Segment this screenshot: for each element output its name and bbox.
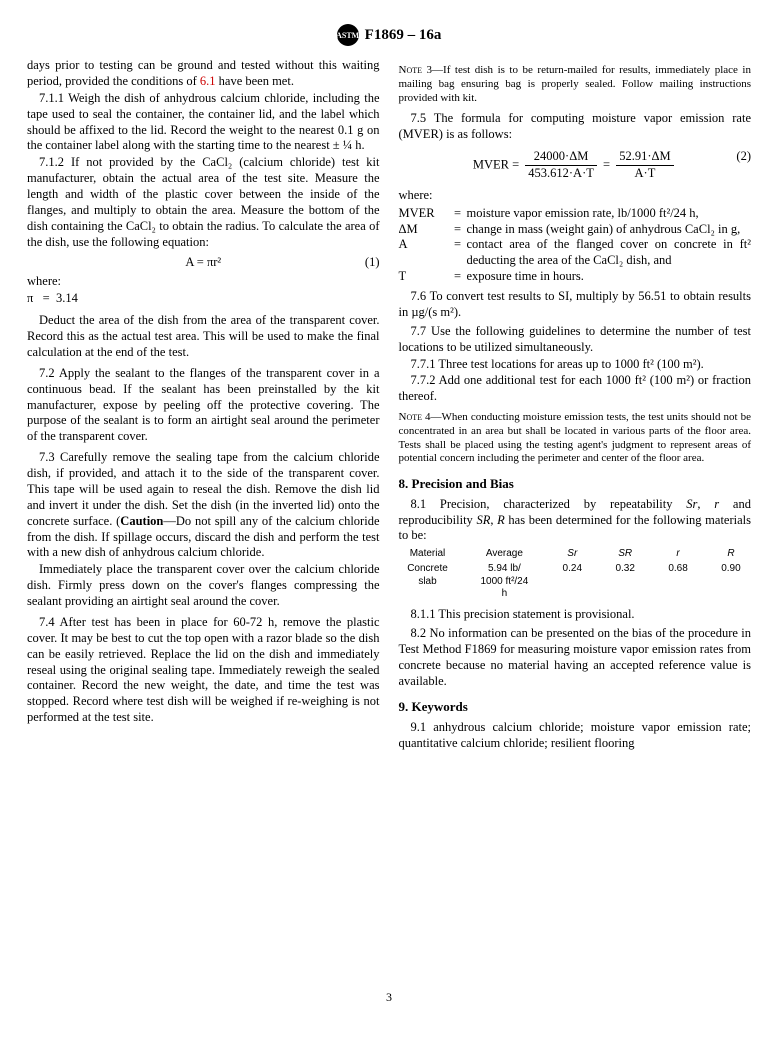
astm-logo: ASTM xyxy=(337,24,359,46)
para-deduct: Deduct the area of the dish from the are… xyxy=(27,313,380,361)
para-7-4: 7.4 After test has been in place for 60-… xyxy=(27,615,380,726)
para-9-1: 9.1 anhydrous calcium chloride; moisture… xyxy=(399,720,752,752)
para-7-7: 7.7 Use the following guidelines to dete… xyxy=(399,324,752,356)
para-7-2: 7.2 Apply the sealant to the flanges of … xyxy=(27,366,380,445)
para-7-7-1: 7.7.1 Three test locations for areas up … xyxy=(399,357,752,373)
precision-table: Material Concrete slab Average 5.94 lb/ … xyxy=(399,548,752,601)
para-7-5: 7.5 The formula for computing moisture v… xyxy=(399,111,752,143)
para-7-6: 7.6 To convert test results to SI, multi… xyxy=(399,289,752,321)
section-8-heading: 8. Precision and Bias xyxy=(399,476,752,493)
equation-1: A = πr² (1) xyxy=(27,255,380,271)
para-7-7-2: 7.7.2 Add one additional test for each 1… xyxy=(399,373,752,405)
where-label-1: where: xyxy=(27,274,380,290)
link-6-1[interactable]: 6.1 xyxy=(200,74,216,88)
where-definitions: MVER=moisture vapor emission rate, lb/10… xyxy=(399,206,752,285)
para-8-1-1: 8.1.1 This precision statement is provis… xyxy=(399,607,752,623)
note-4: Note 4—When conducting moisture emission… xyxy=(399,411,752,466)
para-7-intro: days prior to testing can be ground and … xyxy=(27,58,380,90)
equation-2: MVER = 24000·ΔM453.612·A·T = 52.91·ΔMA·T… xyxy=(399,149,752,182)
section-9-heading: 9. Keywords xyxy=(399,699,752,716)
para-8-2: 8.2 No information can be presented on t… xyxy=(399,626,752,690)
para-7-3: 7.3 Carefully remove the sealing tape fr… xyxy=(27,450,380,561)
page-header: ASTM F1869 – 16a xyxy=(0,0,778,58)
where-label-2: where: xyxy=(399,188,752,204)
eq1-number: (1) xyxy=(365,255,380,271)
para-8-1: 8.1 Precision, characterized by repeatab… xyxy=(399,497,752,545)
para-7-1-2: 7.1.2 If not provided by the CaCl₂ (calc… xyxy=(27,155,380,250)
para-immediately: Immediately place the transparent cover … xyxy=(27,562,380,610)
page-number: 3 xyxy=(0,990,778,1005)
para-7-1-1: 7.1.1 Weigh the dish of anhydrous calciu… xyxy=(27,91,380,155)
note-3: Note 3—If test dish is to be return-mail… xyxy=(399,64,752,105)
eq2-number: (2) xyxy=(736,149,751,165)
body-columns: days prior to testing can be ground and … xyxy=(0,58,778,753)
pi-definition: π = 3.14 xyxy=(27,291,380,307)
designation: F1869 – 16a xyxy=(365,27,442,44)
